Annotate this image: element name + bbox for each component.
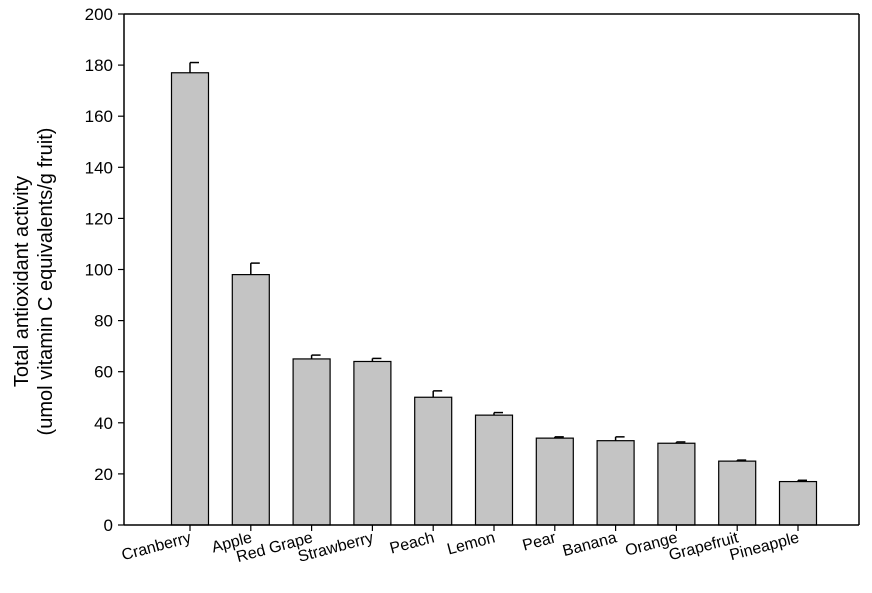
- y-tick-label: 20: [94, 465, 113, 484]
- bar-cranberry: [170, 72, 210, 526]
- y-axis-label-line2: (umol vitamin C equivalents/g fruit): [35, 128, 57, 436]
- bars: [170, 61, 818, 526]
- bar-grapefruit: [718, 460, 757, 526]
- bar-banana: [596, 440, 635, 526]
- bar-apple: [231, 274, 270, 526]
- y-tick-label: 160: [85, 107, 113, 126]
- bar-pear: [535, 437, 574, 526]
- y-axis-ticks: 0 20 40 60 80 100 120 140 160 180 200: [85, 5, 124, 535]
- y-tick-label: 40: [94, 414, 113, 433]
- x-tick-label: Cranberry: [120, 529, 193, 564]
- bar-red-grape: [292, 358, 331, 526]
- x-tick-label: Peach: [388, 529, 436, 557]
- y-tick-label: 180: [85, 56, 113, 75]
- x-tick-label: Banana: [561, 529, 619, 560]
- y-tick-label: 0: [104, 516, 113, 535]
- bar-strawberry: [353, 360, 392, 526]
- x-tick-label: Pear: [521, 529, 559, 554]
- y-axis-label-line1: Total antioxidant activity: [11, 176, 33, 387]
- x-tick-label: Lemon: [445, 529, 497, 558]
- bar-orange: [657, 442, 696, 526]
- y-tick-label: 140: [85, 158, 113, 177]
- bar-lemon: [474, 414, 514, 526]
- bar-pineapple: [778, 480, 818, 526]
- x-tick-label: Pineapple: [728, 529, 801, 564]
- y-tick-label: 200: [85, 5, 113, 24]
- y-tick-label: 80: [94, 312, 113, 331]
- y-tick-label: 100: [85, 261, 113, 280]
- y-tick-label: 60: [94, 363, 113, 382]
- bar-peach: [414, 396, 453, 526]
- y-tick-label: 120: [85, 209, 113, 228]
